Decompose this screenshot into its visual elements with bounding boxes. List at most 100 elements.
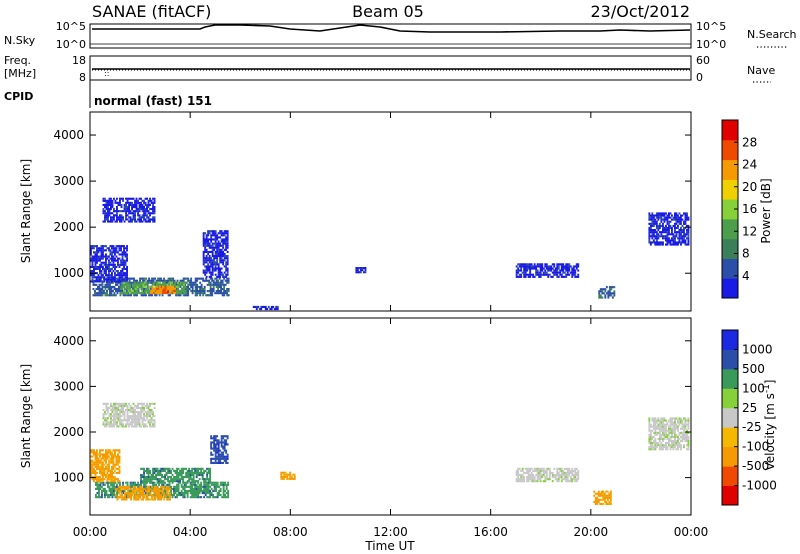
velocity-cell <box>96 476 98 479</box>
velocity-cell <box>596 502 599 505</box>
velocity-cell <box>213 439 216 442</box>
power-cell <box>211 230 214 233</box>
power-cell <box>215 279 218 282</box>
power-cell <box>144 281 146 284</box>
velocity-cell <box>671 427 673 430</box>
velocity-cell <box>191 471 194 474</box>
power-cell <box>204 238 207 241</box>
power-cell <box>138 208 141 211</box>
power-cell <box>191 288 194 291</box>
velocity-cell <box>119 413 121 416</box>
velocity-cell <box>120 404 123 407</box>
velocity-cell <box>657 417 660 420</box>
velocity-cell <box>660 435 663 438</box>
power-cell <box>111 272 113 275</box>
power-cell <box>557 275 560 278</box>
velocity-cell <box>164 469 166 472</box>
power-cell <box>223 242 226 245</box>
velocity-cell <box>222 441 225 444</box>
velocity-cell <box>209 481 212 484</box>
velocity-cell <box>93 449 95 452</box>
power-cell <box>171 283 173 286</box>
power-cell <box>687 216 690 219</box>
power-cell <box>686 214 688 217</box>
velocity-cell <box>220 435 223 438</box>
velocity-cell <box>102 480 104 483</box>
velocity-cell <box>213 441 216 444</box>
power-cell <box>572 271 575 274</box>
power-cell <box>111 255 113 258</box>
power-cell <box>213 246 216 249</box>
power-cell <box>137 281 140 284</box>
power-cell <box>217 290 220 293</box>
velocity-cell <box>180 489 183 492</box>
velocity-cell <box>118 449 121 452</box>
power-cell <box>117 203 120 206</box>
power-cell <box>671 214 673 217</box>
power-cell <box>106 278 109 281</box>
power-cell <box>137 290 140 293</box>
power-cell <box>114 276 116 279</box>
power-cell <box>149 212 151 215</box>
velocity-cell <box>108 406 111 409</box>
velocity-cell <box>116 417 118 420</box>
power-cell <box>211 255 214 258</box>
velocity-cell <box>143 471 145 474</box>
power-cell <box>100 247 103 250</box>
velocity-cell <box>119 409 121 412</box>
velocity-cell <box>109 480 112 483</box>
power-cell <box>539 269 542 272</box>
velocity-cell <box>111 474 113 477</box>
velocity-cell <box>602 492 605 495</box>
velocity-cell <box>200 474 203 477</box>
power-cell <box>148 294 150 297</box>
power-cell <box>574 271 577 274</box>
power-cell <box>143 294 146 297</box>
power-cell <box>666 216 669 219</box>
power-cell <box>683 222 685 225</box>
power-cell <box>119 201 121 204</box>
power-cell <box>208 238 211 241</box>
velocity-cell <box>104 483 106 486</box>
power-cell <box>361 267 364 270</box>
velocity-cell <box>520 478 523 481</box>
velocity-cell <box>203 480 206 483</box>
velocity-cell <box>658 427 661 430</box>
velocity-cell <box>195 467 198 470</box>
power-cell <box>121 257 124 260</box>
velocity-cell <box>156 480 159 483</box>
power-cell <box>193 283 196 286</box>
velocity-cell <box>189 471 192 474</box>
velocity-cell <box>145 498 147 501</box>
power-cell <box>668 233 670 236</box>
power-cell <box>217 271 220 274</box>
velocity-cell <box>174 489 177 492</box>
velocity-cell <box>171 481 174 484</box>
velocity-cell <box>198 492 201 495</box>
power-cell <box>123 203 126 206</box>
velocity-cell <box>218 494 221 497</box>
power-cell <box>152 210 154 213</box>
velocity-cell <box>545 478 548 481</box>
power-cell <box>143 277 146 280</box>
velocity-cell <box>201 474 204 477</box>
power-colorbar-tick-label: 8 <box>742 247 750 261</box>
power-cell <box>175 291 178 294</box>
velocity-colorbar-swatch <box>722 466 738 486</box>
power-cell <box>568 263 571 266</box>
velocity-cell <box>106 469 109 472</box>
power-cell <box>559 263 562 266</box>
power-cell <box>264 305 267 308</box>
velocity-cell <box>523 480 526 483</box>
power-cell <box>675 220 678 223</box>
power-cell <box>607 294 610 297</box>
velocity-cell <box>97 461 100 464</box>
power-cell <box>153 206 156 209</box>
power-cell <box>131 197 133 200</box>
velocity-cell <box>136 494 138 497</box>
power-cell <box>131 208 133 211</box>
velocity-cell <box>129 411 132 414</box>
power-cell <box>663 214 666 217</box>
power-cell <box>529 273 532 276</box>
power-cell <box>655 222 658 225</box>
